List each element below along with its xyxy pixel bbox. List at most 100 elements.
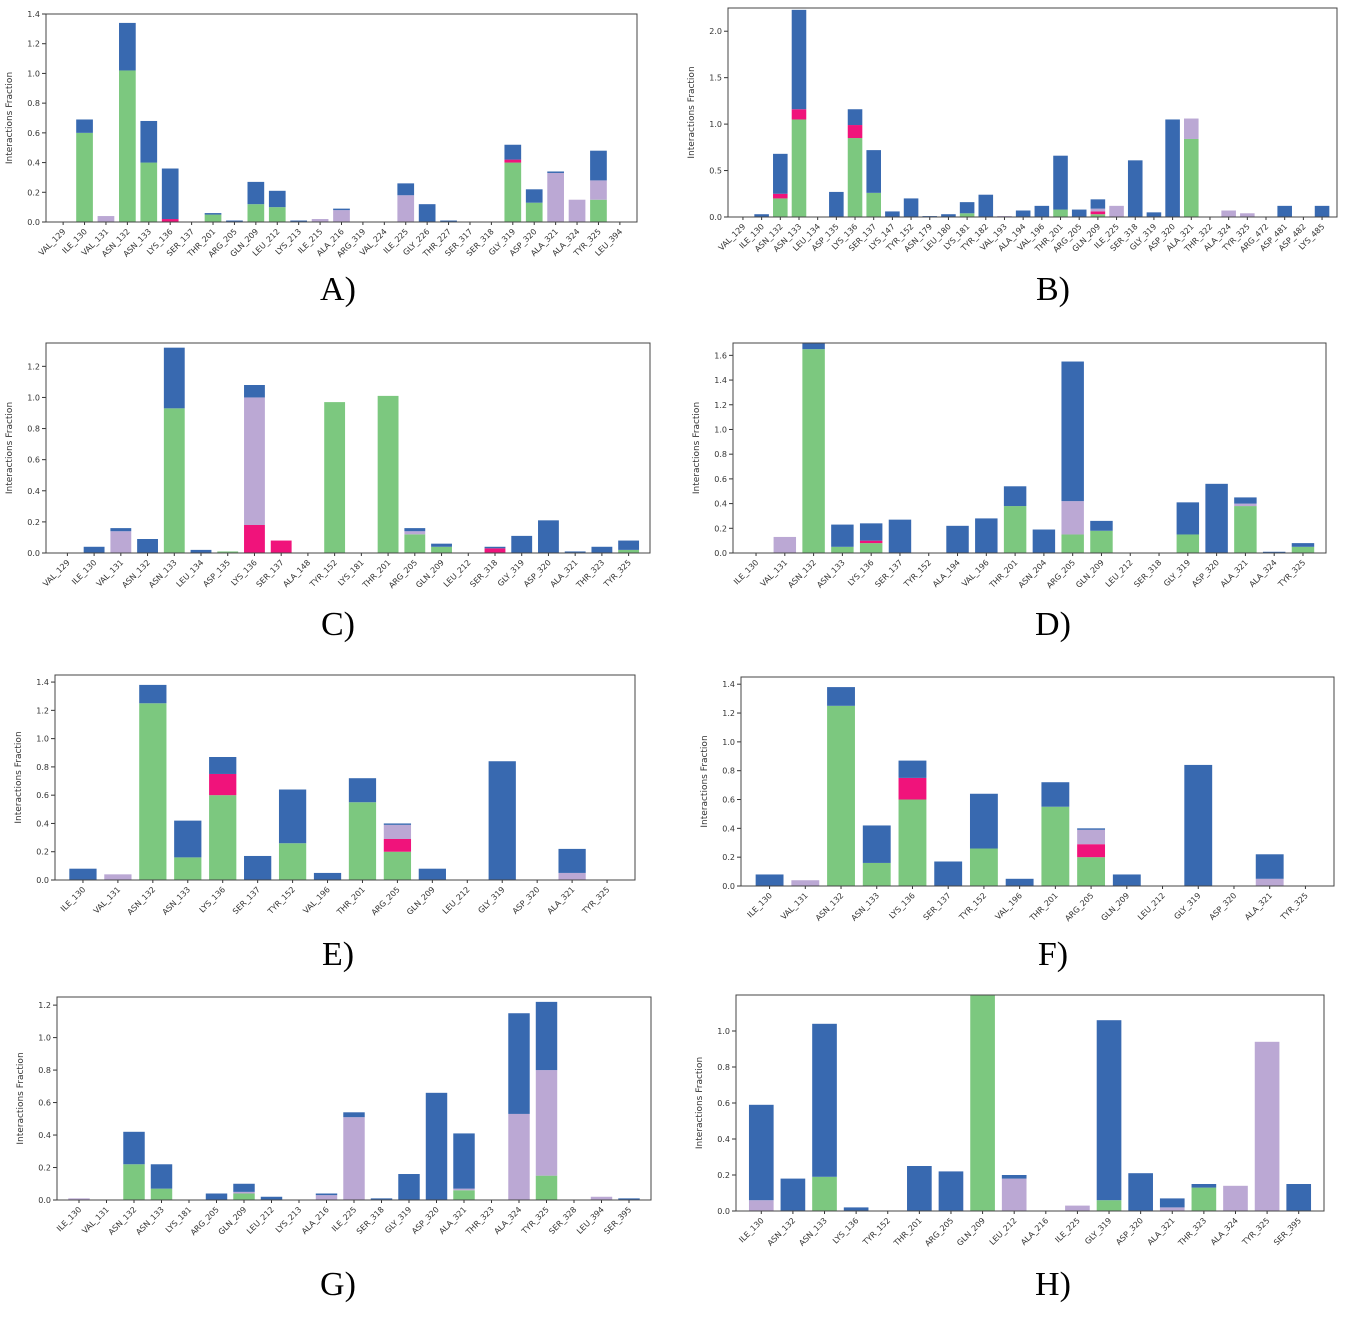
x-tick-label: THR_201 bbox=[335, 885, 367, 917]
y-axis-label: Interactions Fraction bbox=[692, 402, 702, 494]
bar-hydrophobic bbox=[453, 1190, 475, 1200]
y-tick-label: 0.8 bbox=[27, 425, 40, 434]
y-tick-label: 0.6 bbox=[27, 129, 40, 138]
bar-hbond bbox=[484, 546, 506, 549]
x-tick-label: GLY_319 bbox=[476, 885, 506, 915]
x-tick-label: THR_201 bbox=[891, 1216, 923, 1248]
x-tick-label: LYS_136 bbox=[846, 558, 875, 587]
bar-hbond bbox=[618, 1198, 640, 1200]
bar-hbond bbox=[190, 549, 212, 553]
x-tick-label: ARG_205 bbox=[923, 1216, 955, 1248]
y-tick-label: 0.0 bbox=[27, 549, 40, 558]
bar-water bbox=[1065, 1205, 1090, 1211]
bar-hydrophobic bbox=[1291, 546, 1315, 553]
x-tick-label: ASP_320 bbox=[1114, 1216, 1145, 1247]
bar-hbond bbox=[76, 119, 93, 133]
bar-ionic bbox=[1077, 844, 1106, 858]
x-tick-label: ALA_321 bbox=[1243, 891, 1274, 922]
x-tick-label: ASN_204 bbox=[1017, 558, 1049, 590]
x-tick-label: SER_395 bbox=[1272, 1216, 1303, 1247]
x-tick-label: GLY_319 bbox=[1172, 891, 1202, 921]
bar-water bbox=[1254, 1041, 1280, 1211]
y-axis-label: Interactions Fraction bbox=[14, 731, 24, 823]
x-tick-label: TYR_152 bbox=[861, 1216, 893, 1248]
bar-hbond bbox=[941, 214, 956, 217]
x-tick-label: GLY_319 bbox=[383, 1205, 413, 1235]
bar-hbond bbox=[1128, 1173, 1153, 1211]
bar-hbond bbox=[1205, 483, 1228, 553]
y-tick-label: 1.0 bbox=[27, 69, 40, 78]
bar-ionic bbox=[791, 109, 807, 120]
panel-label: D) bbox=[1035, 606, 1071, 643]
x-tick-label: TYR_325 bbox=[519, 1205, 551, 1237]
y-axis-label: Interactions Fraction bbox=[5, 402, 15, 494]
x-tick-label: GLY_319 bbox=[1083, 1216, 1113, 1246]
bar-hbond bbox=[907, 1166, 932, 1211]
bar-hbond bbox=[233, 1183, 255, 1192]
x-tick-label: ARG_205 bbox=[370, 885, 402, 917]
bar-hbond bbox=[538, 520, 559, 553]
bar-hydrophobic bbox=[802, 349, 825, 553]
bar-hbond bbox=[885, 211, 900, 217]
bar-hbond bbox=[418, 204, 436, 222]
x-tick-label: SER_137 bbox=[255, 558, 286, 589]
bar-hbond bbox=[1286, 1184, 1312, 1211]
x-tick-label: ALA_194 bbox=[931, 558, 962, 589]
bar-hbond bbox=[1090, 199, 1106, 209]
y-tick-label: 0.0 bbox=[38, 1196, 51, 1205]
bar-hydrophobic bbox=[324, 402, 346, 553]
bar-hbond bbox=[174, 820, 202, 858]
x-tick-label: SER_137 bbox=[231, 885, 262, 916]
bar-hbond bbox=[1077, 828, 1106, 830]
bar-water bbox=[68, 1198, 90, 1200]
bar-hydrophobic bbox=[827, 705, 855, 886]
bar-ionic bbox=[1090, 211, 1106, 215]
y-tick-label: 0.6 bbox=[722, 796, 735, 805]
x-tick-label: ARG_205 bbox=[387, 558, 419, 590]
x-tick-label: ASN_132 bbox=[126, 885, 158, 917]
bar-water bbox=[1001, 1178, 1027, 1211]
y-tick-label: 0.8 bbox=[27, 99, 40, 108]
y-tick-label: 1.2 bbox=[27, 362, 40, 371]
chart-panel-d: 0.0 0.2 0.4 0.6 0.8 1.0 1.2 1.4 1.6 Interactions … bbox=[692, 342, 1327, 643]
y-axis-label: Interactions Fraction bbox=[687, 66, 697, 158]
bar-hydrophobic bbox=[247, 204, 265, 222]
bar-hydrophobic bbox=[217, 551, 239, 553]
y-tick-label: 1.4 bbox=[36, 678, 49, 687]
bar-hydrophobic bbox=[119, 70, 136, 222]
chart-panel-h: 0.0 0.2 0.4 0.6 0.8 1.0 Interactions Fraction I… bbox=[695, 994, 1325, 1303]
x-tick-label: ASN_133 bbox=[160, 885, 192, 917]
x-tick-label: TYR_325 bbox=[601, 558, 633, 590]
panel-label: B) bbox=[1036, 271, 1070, 308]
bar-hydrophobic bbox=[209, 795, 237, 880]
y-tick-label: 1.0 bbox=[722, 738, 735, 747]
y-tick-label: 1.0 bbox=[709, 120, 722, 129]
y-tick-label: 1.0 bbox=[36, 735, 49, 744]
x-tick-label: ALA_148 bbox=[281, 558, 312, 589]
x-tick-label: VAL_196 bbox=[994, 891, 1025, 922]
bar-water bbox=[97, 216, 115, 222]
bar-hbond bbox=[440, 220, 457, 222]
bar-hbond bbox=[315, 1193, 338, 1196]
bar-hbond bbox=[370, 1198, 393, 1200]
y-tick-label: 1.4 bbox=[27, 10, 40, 19]
bar-hbond bbox=[591, 546, 613, 553]
x-tick-label: VAL_131 bbox=[759, 558, 790, 589]
bar-hbond bbox=[313, 872, 342, 880]
bar-hydrophobic bbox=[1184, 138, 1199, 217]
y-axis-label: Interactions Fraction bbox=[16, 1052, 26, 1144]
bar-hbond bbox=[205, 1193, 228, 1200]
bar-hbond bbox=[754, 214, 769, 217]
bar-hydrophobic bbox=[431, 546, 452, 553]
x-tick-label: ALA_324 bbox=[1209, 1216, 1240, 1247]
bar-hbond bbox=[959, 202, 975, 214]
bar-hbond bbox=[525, 189, 543, 203]
x-tick-label: LYS_136 bbox=[831, 1216, 860, 1245]
chart-panel-g: 0.0 0.2 0.4 0.6 0.8 1.0 1.2 Interactions Fracti… bbox=[16, 996, 652, 1303]
x-tick-label: ALA_324 bbox=[1248, 558, 1279, 589]
bar-hbond bbox=[204, 213, 222, 215]
bar-hbond bbox=[1146, 212, 1162, 217]
x-tick-label: ALA_321 bbox=[437, 1205, 468, 1236]
x-tick-label: SER_318 bbox=[468, 558, 499, 589]
y-tick-label: 0.6 bbox=[38, 1099, 51, 1108]
